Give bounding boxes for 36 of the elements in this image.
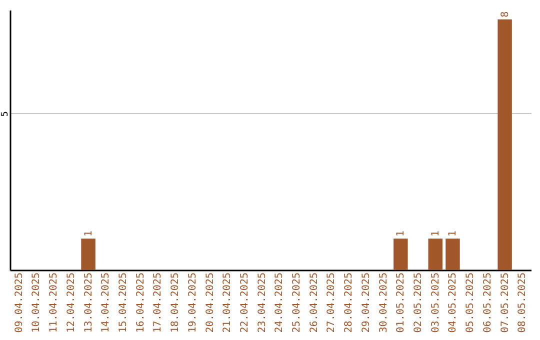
x-tick-label: 24.04.2025 [274,272,286,333]
data-label: 1 [448,230,459,237]
data-label: 1 [396,230,407,237]
x-tick-label: 29.04.2025 [360,272,372,333]
x-tick-label: 15.04.2025 [118,272,129,333]
x-tick-label: 05.05.2025 [465,272,476,333]
x-tick-label: 16.04.2025 [135,272,146,333]
x-tick-label: 23.04.2025 [256,272,268,333]
x-tick-label: 26.04.2025 [308,272,320,333]
x-tick-label: 02.05.2025 [413,272,424,333]
x-tick-label: 06.05.2025 [482,272,494,333]
x-tick-label: 07.05.2025 [500,272,511,333]
x-tick-label: 01.05.2025 [396,272,407,333]
x-tick-label: 18.04.2025 [170,272,182,333]
x-tick-label: 22.04.2025 [239,272,250,333]
x-tick-label: 09.04.2025 [14,272,25,333]
x-tick-label: 21.04.2025 [222,272,234,333]
x-tick-label: 10.04.2025 [31,272,42,333]
x-tick-label: 12.04.2025 [66,272,77,333]
x-tick-label: 28.04.2025 [344,272,355,333]
x-tick-label: 19.04.2025 [187,272,198,333]
x-tick-label: 27.04.2025 [326,272,338,333]
x-tick-label: 13.04.2025 [83,272,94,333]
x-tick-label: 03.05.2025 [430,272,442,333]
data-label: 1 [430,230,442,237]
data-label: 1 [83,230,94,237]
x-tick-label: 04.05.2025 [448,272,459,333]
x-tick-label: 08.05.2025 [517,272,528,333]
x-tick-label: 25.04.2025 [292,272,303,333]
x-tick-label: 11.04.2025 [48,272,60,333]
x-tick-label: 14.04.2025 [100,272,112,333]
x-tick-label: 17.04.2025 [152,272,164,333]
data-label: 8 [500,11,511,18]
x-tick-label: 20.04.2025 [204,272,216,333]
y-tick-label: 5 [0,111,10,117]
x-tick-label: 30.04.2025 [378,272,390,333]
